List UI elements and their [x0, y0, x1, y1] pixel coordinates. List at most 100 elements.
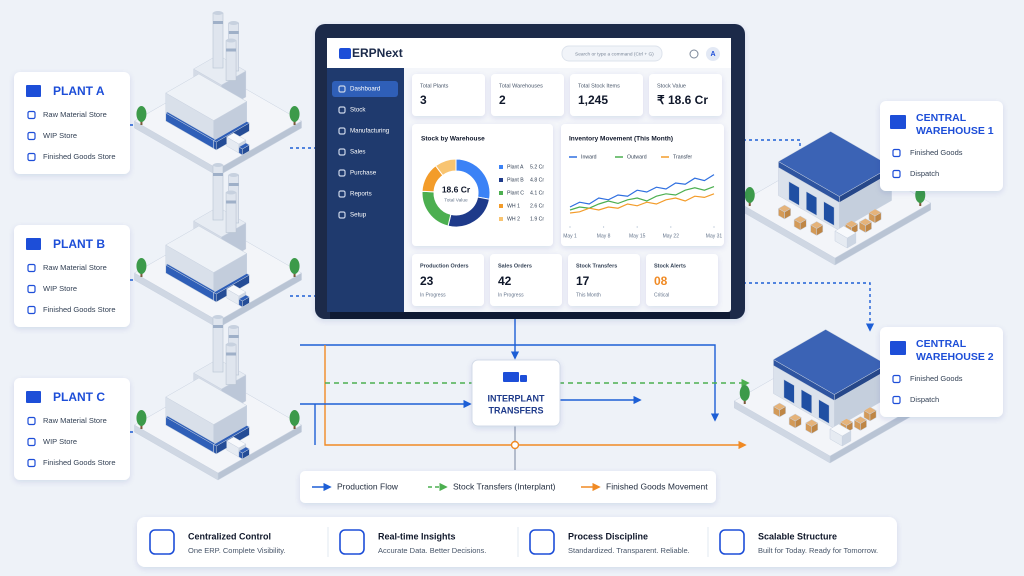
iso-face [853, 416, 868, 424]
donut-center-value: 18.6 Cr [442, 184, 471, 194]
warehouse-card [880, 101, 1003, 191]
feature-title: Process Discipline [568, 531, 648, 541]
chimney [225, 40, 237, 81]
warehouse-title: CENTRAL [916, 112, 967, 124]
legend-box [300, 471, 716, 503]
chimney-top [228, 173, 239, 177]
series-line [569, 186, 715, 211]
store-label: Raw Material Store [43, 263, 107, 272]
warehouse-item: Finished Goods [910, 148, 963, 157]
menu-item[interactable]: Stock [350, 107, 366, 114]
kpi-label: Total Stock Items [578, 83, 620, 89]
warehouse-door [806, 191, 817, 216]
chimney-band [228, 31, 239, 34]
truck-icon [503, 372, 519, 382]
feature-icon [719, 529, 745, 555]
icon [27, 416, 36, 426]
plant-icon [26, 238, 41, 250]
flow-line [731, 282, 875, 332]
flow-line [324, 345, 747, 450]
warehouse-title: CENTRAL [916, 338, 967, 350]
feature-title: Real-time Insights [378, 531, 456, 541]
warehouse-card [880, 327, 1003, 417]
store-label: Finished Goods Store [43, 152, 116, 161]
iso-face [213, 425, 250, 447]
menu-item[interactable]: Setup [350, 212, 367, 219]
series-line [569, 174, 715, 208]
menu-item[interactable]: Sales [350, 149, 365, 156]
icon [27, 263, 36, 273]
kpi-card [491, 74, 564, 116]
order-card [412, 254, 484, 306]
store-label: Raw Material Store [43, 110, 107, 119]
iso-face [226, 436, 247, 449]
iso-face [834, 225, 857, 239]
legend-swatch [499, 204, 503, 208]
tree [136, 106, 147, 122]
x-tick-label: May 1 [563, 233, 577, 239]
iso-face [844, 220, 859, 228]
iso-face [213, 273, 250, 295]
menu-item[interactable]: Purchase [350, 170, 377, 177]
search-box[interactable] [561, 45, 663, 62]
order-label: Production Orders [420, 263, 469, 269]
iso-face [238, 294, 250, 302]
icon [27, 458, 36, 468]
tree [289, 410, 300, 426]
chimney-top [228, 325, 239, 329]
icon [338, 211, 346, 219]
icon [892, 374, 901, 384]
order-card [646, 254, 718, 306]
chimney-top [213, 163, 223, 167]
warehouse-door [788, 181, 800, 206]
data-label: 2.6 Cr [530, 203, 544, 209]
store-label: Raw Material Store [43, 416, 107, 425]
legend-label: Plant C [507, 190, 524, 196]
icon [27, 284, 36, 294]
legend-label: Plant B [507, 177, 524, 183]
chimney [225, 192, 237, 233]
x-tick-label: May 22 [663, 233, 680, 239]
feature-subtitle: Accurate Data. Better Decisions. [378, 546, 486, 555]
menu-item[interactable]: Manufacturing [350, 128, 390, 135]
iso-face [788, 413, 802, 422]
warehouse-item: Finished Goods [910, 374, 963, 383]
chart-title: Stock by Warehouse [421, 136, 485, 143]
iso-face [805, 419, 819, 427]
iso-face [772, 402, 787, 411]
kpi-label: Total Warehouses [499, 83, 543, 89]
plant-title: PLANT C [53, 390, 105, 404]
chimney-top [213, 11, 223, 15]
chimney-band [228, 335, 239, 338]
icon [27, 305, 36, 315]
chimney-top [228, 21, 239, 25]
chimney-top [213, 315, 223, 319]
menu-item[interactable]: Dashboard [350, 86, 381, 93]
warehouse-item: Dispatch [910, 169, 939, 178]
plant-card [14, 378, 130, 480]
legend-label: Outward [627, 154, 647, 160]
legend-label: Production Flow [337, 481, 399, 491]
series-line [569, 193, 715, 214]
kpi-card [570, 74, 643, 116]
chimney-top [226, 342, 237, 347]
icon [892, 148, 901, 158]
search-placeholder: Search or type a command (Ctrl + G) [575, 51, 654, 57]
menu-active [332, 81, 398, 97]
menu-item[interactable]: Reports [350, 191, 372, 198]
x-tick-label: May 15 [629, 233, 646, 239]
tree [289, 106, 300, 122]
tree [289, 258, 300, 274]
chimney-band [213, 325, 223, 328]
data-label: 5.2 Cr [530, 164, 544, 170]
monitor-stand [330, 312, 730, 319]
notification-bell [689, 49, 699, 59]
order-card [490, 254, 562, 306]
kpi-card [649, 74, 722, 116]
chimney [225, 344, 237, 385]
legend-label: WH 1 [507, 203, 520, 209]
x-tick-label: May 31 [706, 233, 723, 239]
warehouse-item: Dispatch [910, 395, 939, 404]
tree [136, 410, 147, 426]
data-label: 4.1 Cr [530, 190, 544, 196]
